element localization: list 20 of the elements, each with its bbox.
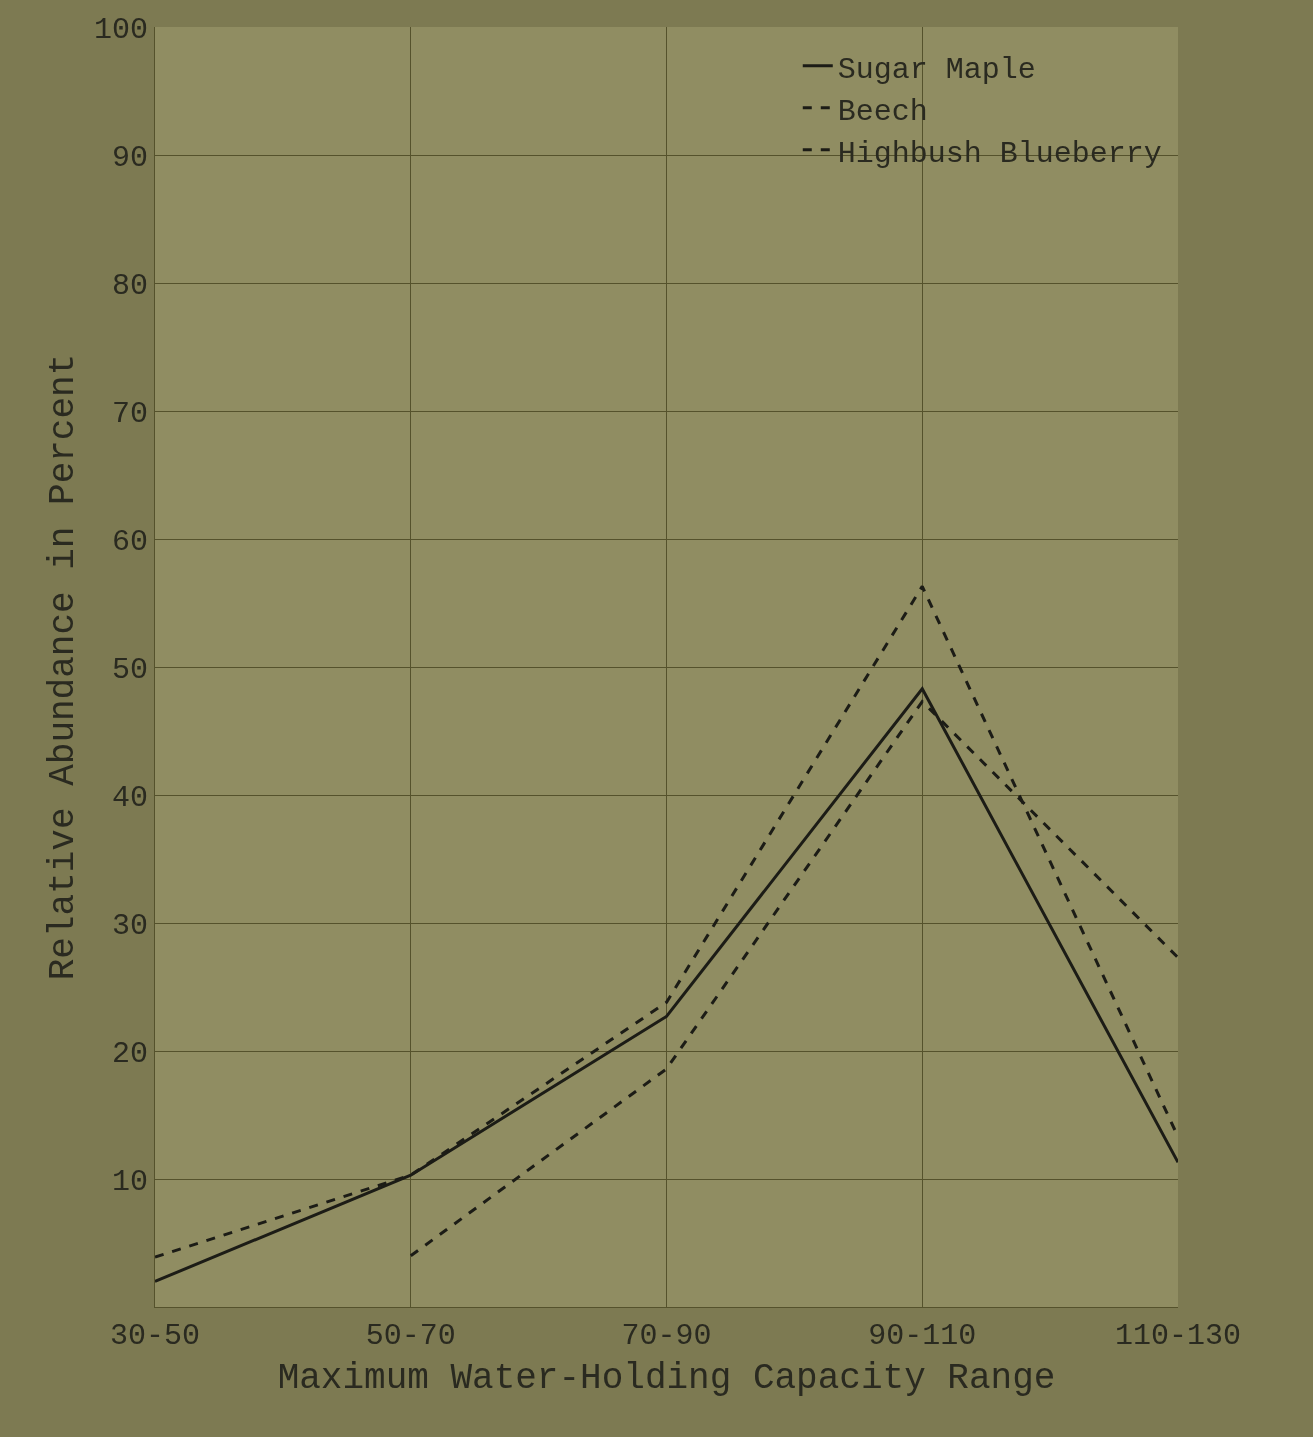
x-tick-label: 90-110 [868,1319,977,1353]
x-tick-label: 110-130 [1114,1319,1242,1353]
x-axis-title: Maximum Water-Holding Capacity Range [277,1357,1056,1399]
legend-label: Highbush Blueberry [837,136,1162,171]
legend-label: Beech [837,94,928,129]
y-tick-label: 30 [111,908,148,943]
y-tick-label: 90 [111,140,148,175]
x-tick-label: 50-70 [365,1319,456,1353]
y-tick-label: 60 [111,524,148,559]
y-tick-label: 70 [111,396,148,431]
x-tick-label: 70-90 [621,1319,712,1353]
y-tick-label: 10 [111,1164,148,1199]
x-tick-label: 30-50 [109,1319,201,1353]
y-axis-title: Relative Abundance in Percent [43,353,84,981]
y-tick-label: 50 [111,652,148,687]
y-tick-label: 20 [111,1036,148,1071]
y-tick-label: 40 [111,780,148,815]
y-tick-label: 80 [111,268,148,303]
y-tick-label: 100 [93,12,148,47]
legend-label: Sugar Maple [837,52,1036,87]
